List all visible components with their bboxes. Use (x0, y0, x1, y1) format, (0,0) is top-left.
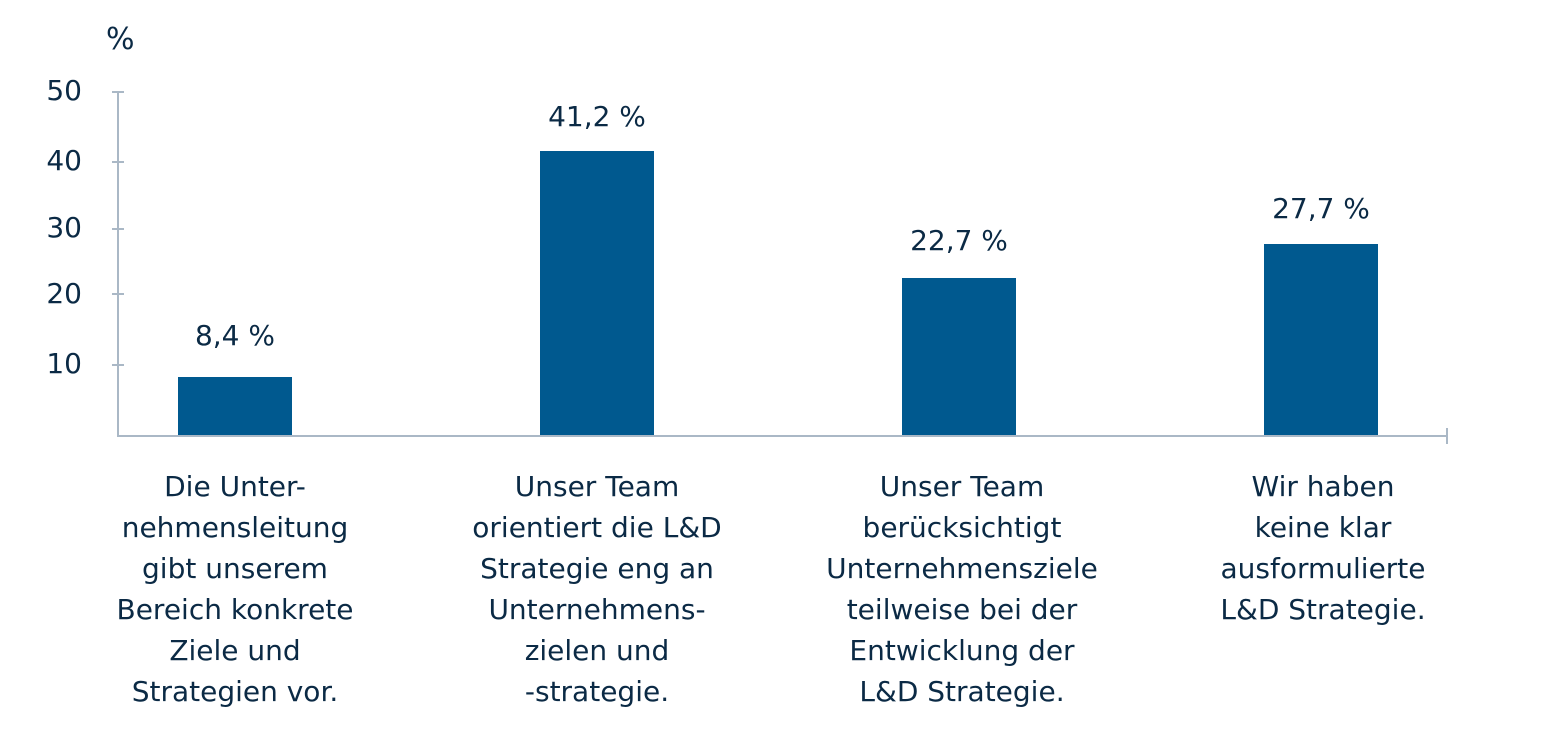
y-axis-unit-label: % (106, 22, 135, 57)
y-tick-label-40: 40 (46, 144, 82, 177)
y-tick-label-20: 20 (46, 277, 82, 310)
y-tick-50 (112, 91, 124, 93)
value-label-2: 41,2 % (548, 100, 646, 133)
category-label-1: Die Unter- nehmensleitung gibt unserem B… (116, 470, 354, 708)
category-label-4: Wir haben keine klar ausformulierte L&D … (1220, 470, 1426, 626)
y-tick-label-10: 10 (46, 347, 82, 380)
bar-3 (902, 278, 1016, 435)
bar-2 (540, 151, 654, 435)
y-tick-label-50: 50 (46, 74, 82, 107)
y-tick-30 (112, 228, 124, 230)
category-label-2: Unser Team orientiert die L&D Strategie … (472, 470, 722, 708)
bar-4 (1264, 244, 1378, 435)
x-axis-line (117, 435, 1448, 437)
value-label-1: 8,4 % (194, 319, 276, 352)
y-tick-20 (112, 293, 124, 295)
category-label-3: Unser Team berücksichtigt Unternehmenszi… (826, 470, 1098, 708)
value-label-3: 22,7 % (910, 224, 1008, 257)
y-tick-10 (112, 364, 124, 366)
value-label-4: 27,7 % (1272, 192, 1370, 225)
x-axis-end-tick (1446, 428, 1448, 444)
y-tick-40 (112, 161, 124, 163)
y-axis-line (117, 92, 119, 437)
bar-1 (178, 377, 292, 435)
y-tick-label-30: 30 (46, 211, 82, 244)
